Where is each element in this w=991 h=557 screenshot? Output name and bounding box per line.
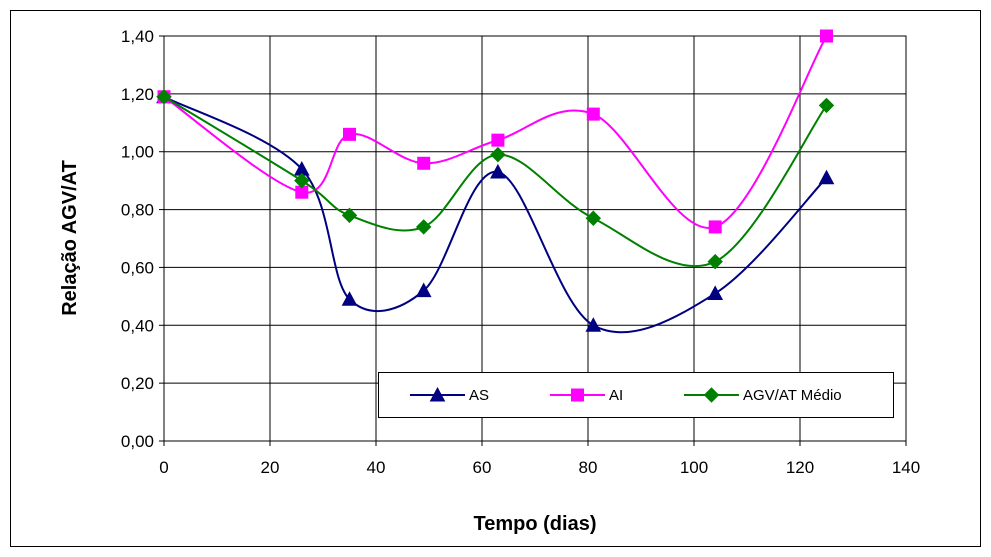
data-point: [585, 317, 602, 332]
x-axis: 0 20 40 60 80 100 120 140: [159, 441, 920, 477]
data-point: [294, 172, 310, 189]
x-tick-label: 40: [367, 458, 386, 477]
legend-marker: [429, 386, 446, 402]
x-axis-title: Tempo (dias): [474, 513, 597, 535]
data-point: [156, 89, 172, 105]
data-point: [490, 146, 506, 163]
series-2: [156, 89, 835, 270]
series-layer: [156, 29, 835, 334]
data-point: [586, 107, 600, 121]
legend-item: AI: [550, 387, 623, 404]
data-point: [707, 285, 724, 300]
data-point: [341, 291, 358, 306]
y-tick-label: 0,20: [121, 374, 154, 393]
data-point: [490, 163, 506, 179]
legend-item: AS: [410, 386, 489, 404]
data-point: [417, 156, 431, 170]
data-point: [818, 169, 835, 185]
series-line: [163, 95, 828, 334]
y-tick-label: 0,60: [121, 258, 154, 277]
data-point: [820, 29, 833, 43]
x-tick-label: 120: [786, 458, 814, 477]
data-point: [585, 210, 602, 226]
plot-area: [163, 35, 907, 442]
data-point: [491, 133, 505, 147]
legend-marker: [703, 387, 720, 403]
x-tick-label: 140: [892, 458, 920, 477]
y-tick-label: 0,80: [121, 201, 154, 220]
data-point: [415, 282, 432, 298]
y-tick-label: 0,00: [121, 432, 154, 451]
data-point: [341, 207, 358, 224]
legend-label: AS: [469, 387, 489, 404]
x-tick-label: 60: [473, 458, 492, 477]
y-tick-label: 1,00: [121, 143, 154, 162]
y-axis-title: Relação AGV/AT: [59, 160, 81, 316]
legend-label: AGV/AT Médio: [743, 387, 842, 404]
data-point: [708, 220, 722, 234]
x-tick-label: 100: [680, 458, 708, 477]
data-point: [343, 127, 356, 141]
y-axis: 0,00 0,20 0,40 0,60 0,80 1,00 1,20 1,40: [121, 27, 164, 451]
legend-marker: [571, 388, 584, 402]
x-tick-label: 0: [159, 458, 168, 477]
data-point: [415, 219, 432, 235]
legend-item: AGV/AT Médio: [684, 387, 842, 404]
x-tick-label: 20: [261, 458, 280, 477]
data-point: [707, 253, 723, 270]
legend-label: AI: [609, 387, 623, 404]
chart-border: [10, 10, 981, 547]
y-tick-label: 0,40: [121, 316, 154, 335]
y-tick-label: 1,40: [121, 27, 154, 46]
y-tick-label: 1,20: [121, 85, 154, 104]
data-point: [818, 97, 835, 114]
legend: AS AI AGV/AT Médio: [378, 372, 894, 418]
x-tick-label: 80: [579, 458, 598, 477]
